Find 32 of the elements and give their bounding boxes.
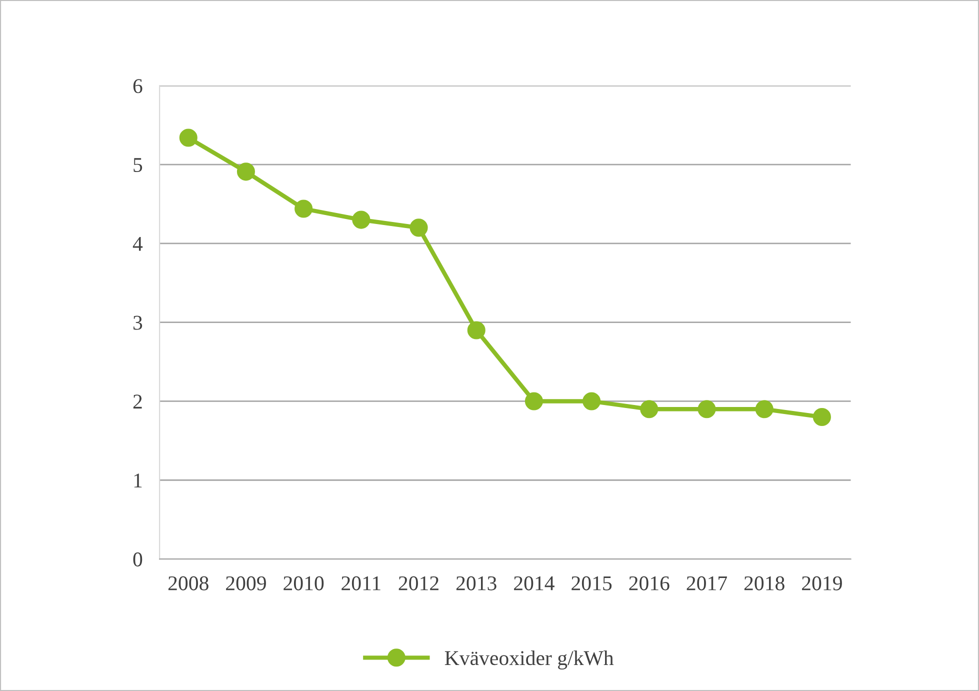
point <box>352 210 370 229</box>
y-tick-label: 3 <box>133 316 142 330</box>
x-tick-label: 2018 <box>744 576 784 590</box>
x-tick-label: 2010 <box>284 576 324 590</box>
y-tick-label: 0 <box>133 552 142 566</box>
point <box>640 400 658 418</box>
x-tick-label: 2019 <box>802 576 842 590</box>
point <box>812 408 831 426</box>
x-tick-label: 2008 <box>168 576 208 590</box>
x-tick-label: 2013 <box>456 576 496 590</box>
x-tick-label: 2009 <box>226 576 266 590</box>
x-tick-label: 2012 <box>398 576 438 590</box>
x-tick-label: 2014 <box>514 576 554 590</box>
point <box>524 392 543 410</box>
point <box>294 200 313 218</box>
x-tick-label: 2016 <box>629 576 670 590</box>
point <box>236 162 255 181</box>
point <box>179 128 198 147</box>
y-tick-label: 2 <box>133 394 142 408</box>
x-tick-label: 2011 <box>342 576 380 590</box>
y-tick-label: 4 <box>132 236 143 251</box>
point <box>755 400 774 418</box>
legend-label: Kväveoxider g/kWh <box>444 650 614 670</box>
y-tick-label: 6 <box>133 79 142 94</box>
y-tick-label: 5 <box>134 158 142 172</box>
point <box>410 218 428 237</box>
y-tick-label: 1 <box>134 474 142 488</box>
point <box>582 392 601 410</box>
x-tick-label: 2017 <box>686 576 727 590</box>
point <box>698 400 716 418</box>
x-tick-label: 2015 <box>572 576 612 590</box>
point <box>467 321 486 340</box>
